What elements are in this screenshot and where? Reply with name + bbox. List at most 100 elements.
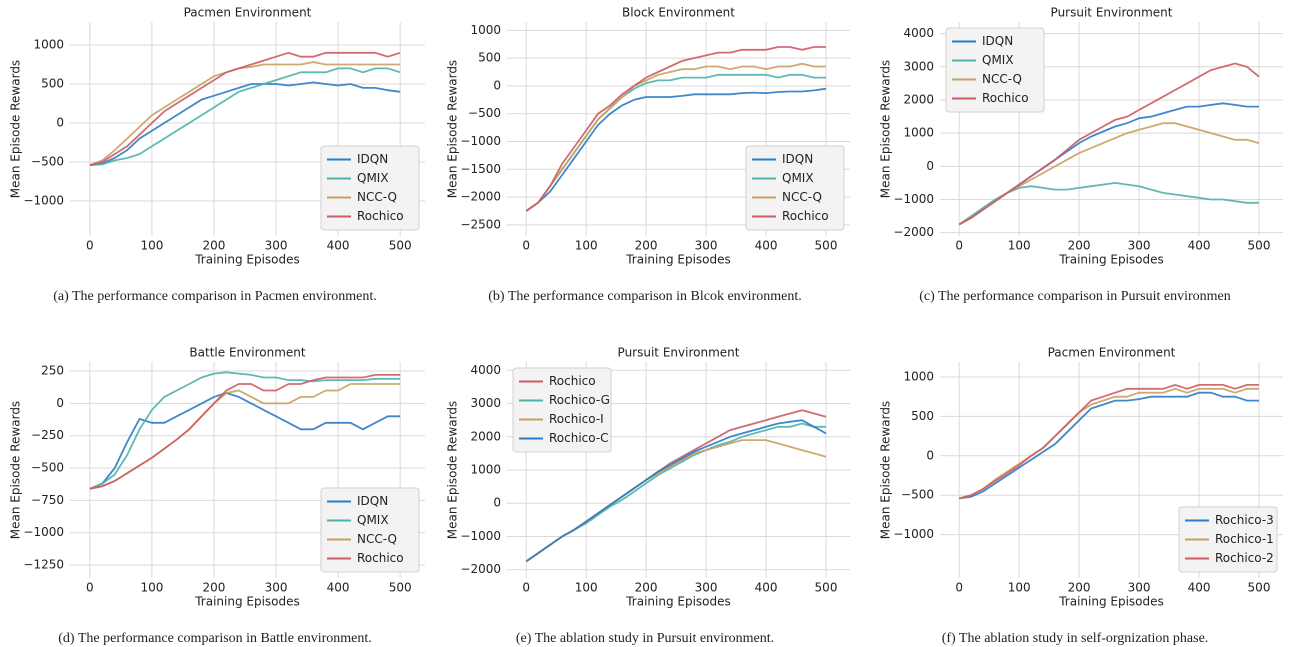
y-tick-label: −500 — [468, 106, 501, 120]
x-tick-label: 300 — [265, 581, 288, 595]
y-tick-label: 2000 — [903, 92, 934, 106]
x-axis-label: Training Episodes — [625, 595, 731, 609]
caption: (b) The performance comparison in Blcok … — [488, 289, 801, 304]
series-line — [89, 67, 401, 166]
x-tick-label: 500 — [389, 239, 412, 253]
y-tick-label: 0 — [926, 448, 934, 462]
y-tick-label: −1000 — [23, 525, 64, 539]
series-line — [525, 419, 827, 563]
y-tick-label: 4000 — [903, 26, 934, 40]
chart-title: Pacmen Environment — [1048, 346, 1176, 360]
chart-title: Pursuit Environment — [618, 346, 740, 360]
y-tick-label: −2000 — [460, 190, 501, 204]
y-tick-label: 0 — [56, 396, 64, 410]
legend-label: Rochico — [357, 551, 404, 565]
x-axis-label: Training Episodes — [1058, 253, 1164, 267]
y-tick-label: −2500 — [460, 217, 501, 231]
y-tick-label: 0 — [56, 115, 64, 129]
caption: (a) The performance comparison in Pacmen… — [53, 289, 377, 304]
series-line — [958, 387, 1259, 500]
legend-label: IDQN — [782, 152, 813, 166]
y-tick-label: −750 — [31, 493, 64, 507]
legend-label: Rochico-1 — [1215, 532, 1274, 546]
legend-label: QMIX — [982, 53, 1014, 67]
y-tick-label: −1000 — [23, 193, 64, 207]
y-tick-label: 0 — [493, 78, 501, 92]
caption: (f) The ablation study in self-orgnizati… — [942, 631, 1209, 646]
y-tick-label: 1000 — [903, 369, 934, 383]
y-axis-label: Mean Episode Rewards — [9, 401, 23, 539]
legend-label: Rochico-C — [549, 431, 609, 445]
y-tick-label: 3000 — [903, 59, 934, 73]
series-line — [958, 122, 1260, 226]
series-line — [959, 391, 1259, 500]
y-axis-label: Mean Episode Rewards — [879, 401, 893, 539]
y-tick-label: −2000 — [893, 225, 934, 239]
series-line — [958, 383, 1259, 500]
series-line — [89, 81, 401, 166]
y-tick-label: −500 — [31, 461, 64, 475]
x-tick-label: 0 — [86, 581, 94, 595]
y-tick-label: 1000 — [903, 126, 934, 140]
x-tick-label: 400 — [755, 239, 778, 253]
y-tick-label: −1000 — [460, 529, 501, 543]
legend-label: Rochico-G — [549, 393, 610, 407]
legend-label: NCC-Q — [782, 190, 822, 204]
x-axis-label: Training Episodes — [1058, 595, 1164, 609]
y-tick-label: −500 — [901, 488, 934, 502]
x-tick-label: 100 — [1008, 581, 1031, 595]
y-tick-label: 0 — [493, 496, 501, 510]
x-tick-label: 500 — [815, 239, 838, 253]
x-tick-label: 300 — [1128, 239, 1151, 253]
legend-label: NCC-Q — [357, 532, 397, 546]
y-tick-label: 1000 — [470, 23, 501, 37]
legend-label: NCC-Q — [357, 190, 397, 204]
y-axis-label: Mean Episode Rewards — [446, 401, 460, 539]
legend-label: IDQN — [357, 494, 388, 508]
series-line — [89, 371, 401, 490]
legend-label: Rochico — [549, 374, 596, 388]
chart-title: Block Environment — [622, 6, 735, 20]
legend-label: QMIX — [782, 171, 814, 185]
series-line — [525, 439, 827, 563]
y-tick-label: −2000 — [460, 562, 501, 576]
y-tick-label: 500 — [911, 409, 934, 423]
series-line — [89, 392, 401, 490]
legend-box — [1178, 506, 1278, 573]
caption: (c) The performance comparison in Pursui… — [919, 289, 1231, 304]
series-line — [958, 62, 1260, 226]
x-tick-label: 300 — [695, 581, 718, 595]
x-tick-label: 300 — [1128, 581, 1151, 595]
x-tick-label: 400 — [327, 239, 350, 253]
x-tick-label: 300 — [265, 239, 288, 253]
x-tick-label: 200 — [1068, 581, 1091, 595]
x-tick-label: 500 — [815, 581, 838, 595]
legend-label: Rochico — [782, 209, 829, 223]
x-tick-label: 200 — [635, 239, 658, 253]
y-tick-label: 1000 — [470, 463, 501, 477]
series-line — [958, 102, 1259, 226]
legend-box — [512, 367, 612, 453]
x-tick-label: 0 — [522, 239, 530, 253]
x-tick-label: 100 — [575, 239, 598, 253]
legend-label: IDQN — [982, 34, 1013, 48]
x-axis-label: Training Episodes — [625, 253, 731, 267]
legend-label: Rochico-3 — [1215, 513, 1274, 527]
x-axis-label: Training Episodes — [194, 595, 300, 609]
caption: (d) The performance comparison in Battle… — [58, 631, 371, 646]
y-tick-label: −1000 — [460, 134, 501, 148]
y-axis-label: Mean Episode Rewards — [446, 60, 460, 198]
x-tick-label: 400 — [1188, 581, 1211, 595]
y-tick-label: −500 — [31, 154, 64, 168]
x-tick-label: 0 — [86, 239, 94, 253]
x-tick-label: 400 — [1188, 239, 1211, 253]
y-tick-label: 3000 — [470, 396, 501, 410]
x-tick-label: 300 — [695, 239, 718, 253]
legend-box — [945, 27, 1045, 113]
y-tick-label: −1250 — [23, 558, 64, 572]
series-line — [89, 374, 401, 490]
x-tick-label: 200 — [203, 239, 226, 253]
x-tick-label: 400 — [327, 581, 350, 595]
x-tick-label: 0 — [522, 581, 530, 595]
